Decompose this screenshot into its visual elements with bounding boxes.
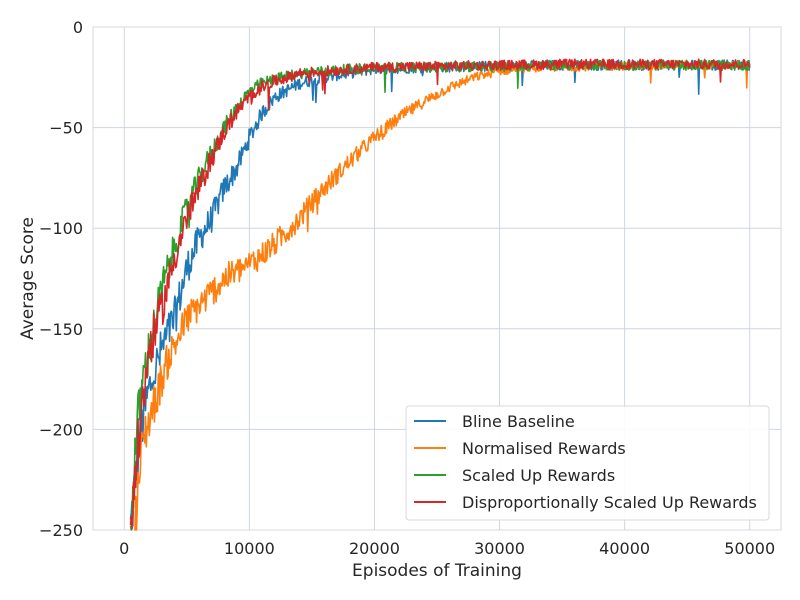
y-axis-label: Average Score (18, 217, 38, 340)
series-layer (129, 58, 751, 531)
legend-label: Disproportionally Scaled Up Rewards (462, 493, 757, 512)
y-tick-label: −200 (39, 420, 83, 439)
legend-box (405, 405, 770, 521)
y-tick-label: 0 (73, 18, 83, 37)
tick-labels: 0 10000 20000 30000 40000 50000 0 −50 −100 −150 −2… (39, 18, 775, 558)
legend-label: Scaled Up Rewards (462, 466, 615, 485)
y-tick-label: −50 (49, 119, 83, 138)
x-tick-label: 0 (119, 539, 129, 558)
x-tick-label: 40000 (599, 539, 650, 558)
y-tick-label: −150 (39, 320, 83, 339)
legend-label: Normalised Rewards (462, 439, 626, 458)
x-tick-label: 30000 (474, 539, 525, 558)
legend-label: Bline Baseline (462, 412, 575, 431)
legend: Bline Baseline Normalised Rewards Scaled U… (405, 405, 770, 521)
x-tick-label: 20000 (349, 539, 400, 558)
x-tick-label: 50000 (724, 539, 775, 558)
plot-frame (92, 26, 782, 531)
x-tick-label: 10000 (224, 539, 275, 558)
y-tick-label: −100 (39, 219, 83, 238)
x-axis-label: Episodes of Training (352, 561, 522, 581)
y-tick-label: −250 (39, 521, 83, 540)
series-line-disproportionally-scaled-up-rewards (129, 58, 751, 530)
